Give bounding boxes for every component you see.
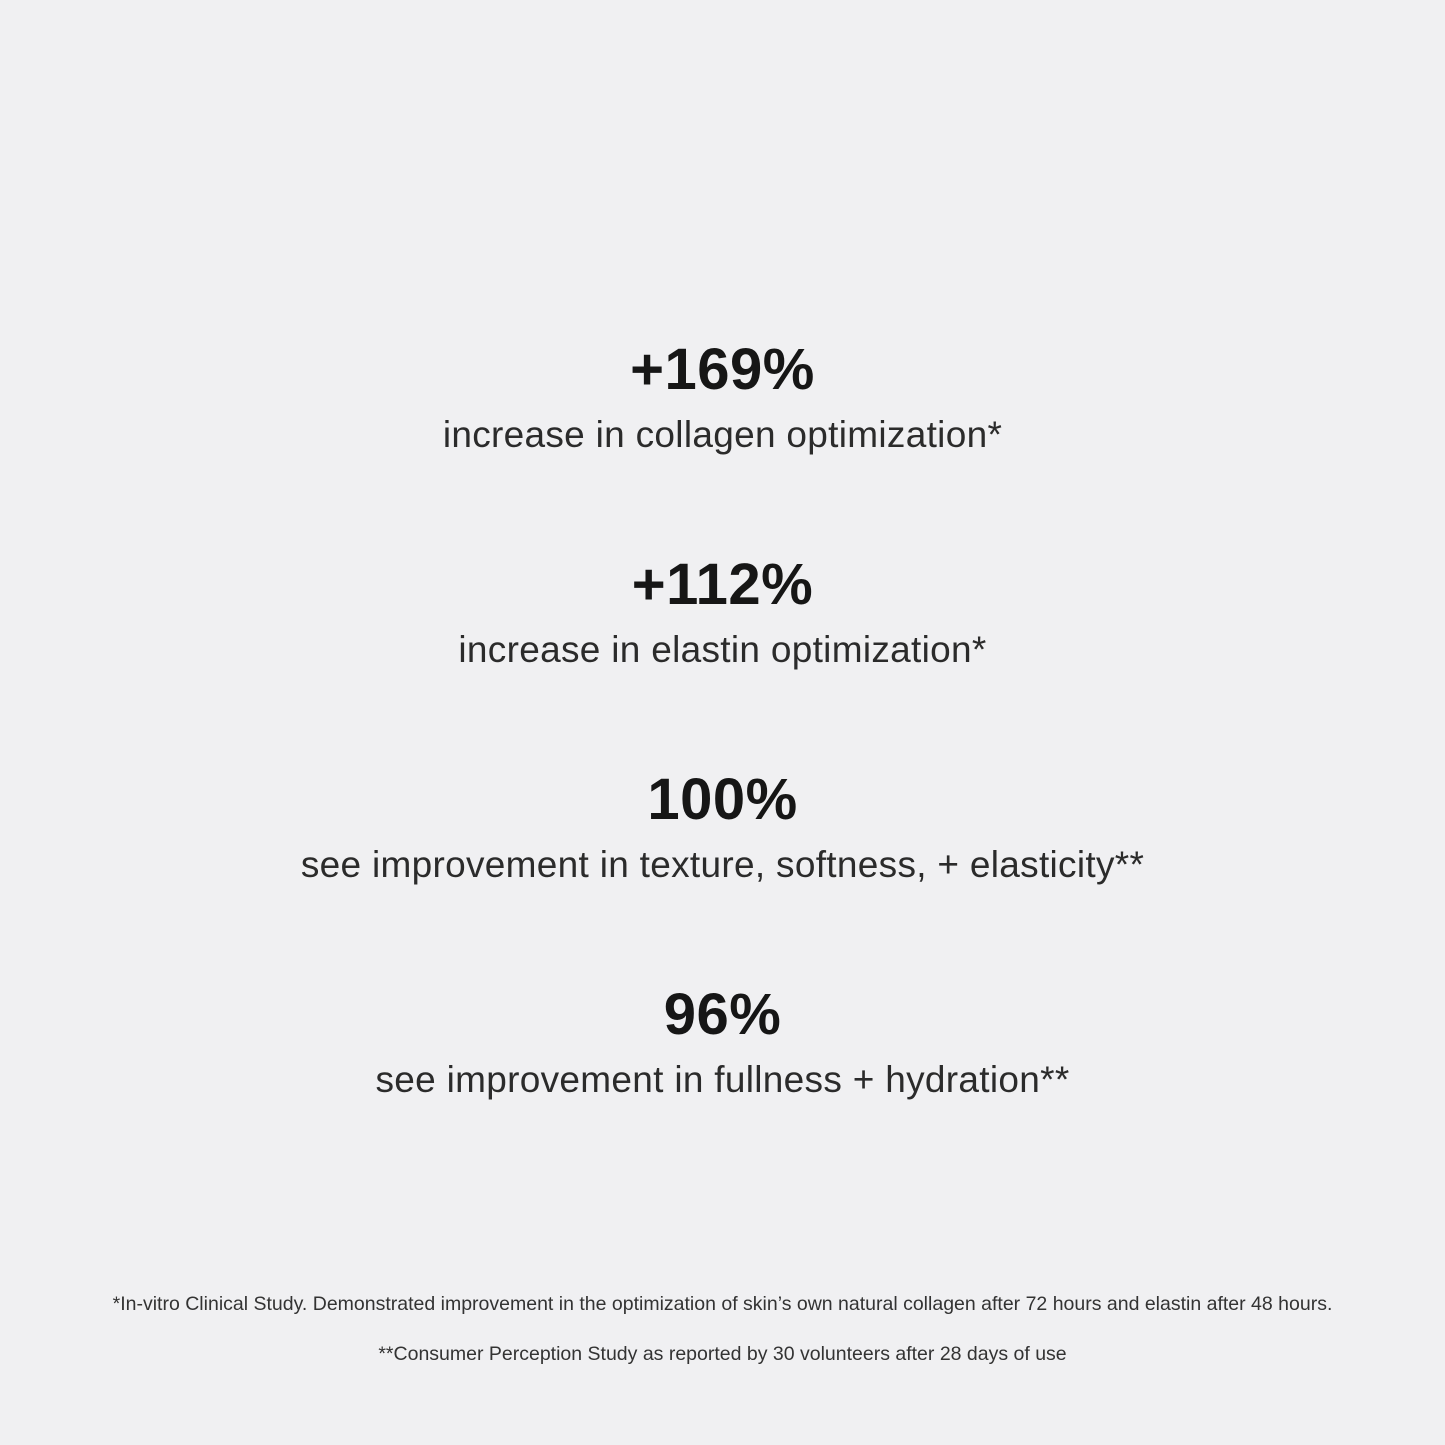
stat-texture: 100% see improvement in texture, softnes… xyxy=(0,766,1445,887)
stat-label-collagen: increase in collagen optimization* xyxy=(442,414,1003,455)
stat-value-fullness: 96% xyxy=(663,982,782,1047)
stat-fullness: 96% see improvement in fullness + hydrat… xyxy=(0,981,1445,1102)
stat-label-fullness: see improvement in fullness + hydration*… xyxy=(375,1059,1070,1100)
stat-label-elastin: increase in elastin optimization* xyxy=(458,629,987,670)
stat-value-texture: 100% xyxy=(647,767,798,832)
footnote-clinical-study: *In-vitro Clinical Study. Demonstrated i… xyxy=(112,1293,1333,1315)
stat-label-texture: see improvement in texture, softness, + … xyxy=(300,844,1145,885)
stat-collagen: +169% increase in collagen optimization* xyxy=(0,336,1445,457)
footnotes: *In-vitro Clinical Study. Demonstrated i… xyxy=(0,1292,1445,1366)
clinical-results-panel: +169% increase in collagen optimization*… xyxy=(0,336,1445,1102)
stat-elastin: +112% increase in elastin optimization* xyxy=(0,551,1445,672)
footnote-consumer-study: **Consumer Perception Study as reported … xyxy=(378,1343,1067,1365)
stat-value-collagen: +169% xyxy=(630,337,815,402)
stat-value-elastin: +112% xyxy=(631,552,814,617)
